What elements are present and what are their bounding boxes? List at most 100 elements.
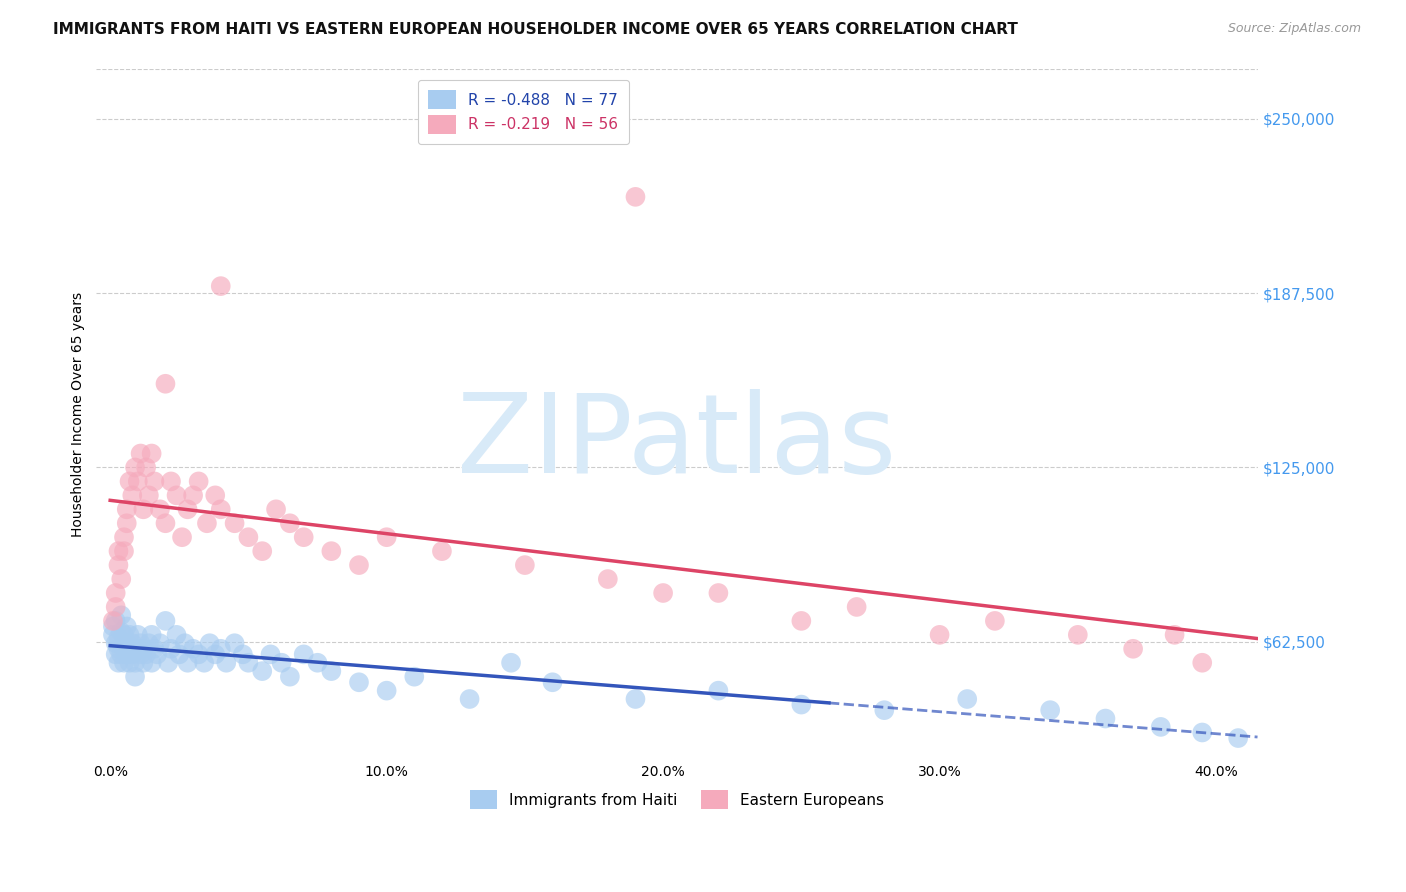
Point: [101, 619, 124, 633]
Point: [347, 675, 370, 690]
Point: [107, 544, 129, 558]
Point: [149, 502, 172, 516]
Point: [124, 460, 146, 475]
Point: [224, 636, 246, 650]
Point: [112, 628, 135, 642]
Point: [169, 648, 191, 662]
Point: [107, 631, 129, 645]
Point: [149, 636, 172, 650]
Point: [1039, 703, 1062, 717]
Point: [173, 636, 195, 650]
Point: [104, 599, 127, 614]
Point: [252, 544, 274, 558]
Point: [873, 703, 896, 717]
Point: [155, 376, 177, 391]
Point: [624, 692, 647, 706]
Point: [513, 558, 536, 573]
Point: [101, 614, 124, 628]
Point: [204, 488, 226, 502]
Point: [118, 641, 141, 656]
Point: [1150, 720, 1173, 734]
Point: [112, 641, 135, 656]
Point: [596, 572, 619, 586]
Point: [138, 636, 160, 650]
Point: [321, 544, 343, 558]
Point: [458, 692, 481, 706]
Point: [187, 648, 209, 662]
Point: [307, 656, 329, 670]
Point: [155, 614, 177, 628]
Point: [115, 648, 138, 662]
Point: [264, 502, 287, 516]
Point: [138, 488, 160, 502]
Point: [224, 516, 246, 531]
Point: [141, 628, 163, 642]
Point: [238, 656, 260, 670]
Point: [118, 628, 141, 642]
Point: [1163, 628, 1185, 642]
Point: [146, 648, 169, 662]
Point: [104, 586, 127, 600]
Point: [790, 614, 813, 628]
Point: [1122, 641, 1144, 656]
Point: [129, 446, 152, 460]
Point: [624, 190, 647, 204]
Point: [176, 502, 198, 516]
Point: [321, 664, 343, 678]
Point: [112, 544, 135, 558]
Point: [1191, 656, 1213, 670]
Point: [118, 656, 141, 670]
Point: [104, 636, 127, 650]
Point: [115, 636, 138, 650]
Point: [143, 641, 166, 656]
Point: [790, 698, 813, 712]
Legend: Immigrants from Haiti, Eastern Europeans: Immigrants from Haiti, Eastern Europeans: [464, 784, 890, 815]
Point: [292, 530, 315, 544]
Point: [160, 641, 183, 656]
Point: [1191, 725, 1213, 739]
Point: [115, 502, 138, 516]
Point: [166, 628, 188, 642]
Point: [181, 641, 204, 656]
Point: [375, 683, 398, 698]
Point: [160, 475, 183, 489]
Point: [110, 608, 132, 623]
Point: [101, 628, 124, 642]
Point: [204, 648, 226, 662]
Point: [170, 530, 193, 544]
Point: [132, 502, 155, 516]
Text: Source: ZipAtlas.com: Source: ZipAtlas.com: [1227, 22, 1361, 36]
Point: [143, 475, 166, 489]
Point: [430, 544, 453, 558]
Point: [112, 656, 135, 670]
Point: [252, 664, 274, 678]
Point: [238, 530, 260, 544]
Point: [110, 648, 132, 662]
Point: [115, 516, 138, 531]
Point: [956, 692, 979, 706]
Point: [1094, 712, 1116, 726]
Point: [181, 488, 204, 502]
Point: [129, 648, 152, 662]
Point: [278, 516, 301, 531]
Point: [209, 279, 232, 293]
Point: [541, 675, 564, 690]
Point: [121, 488, 143, 502]
Point: [707, 683, 730, 698]
Text: ZIPatlas: ZIPatlas: [457, 389, 897, 496]
Point: [845, 599, 868, 614]
Point: [107, 558, 129, 573]
Point: [278, 670, 301, 684]
Point: [115, 619, 138, 633]
Point: [141, 446, 163, 460]
Point: [347, 558, 370, 573]
Point: [127, 628, 149, 642]
Point: [259, 648, 281, 662]
Point: [112, 530, 135, 544]
Point: [984, 614, 1007, 628]
Point: [124, 656, 146, 670]
Point: [127, 475, 149, 489]
Point: [104, 614, 127, 628]
Point: [135, 460, 157, 475]
Point: [135, 648, 157, 662]
